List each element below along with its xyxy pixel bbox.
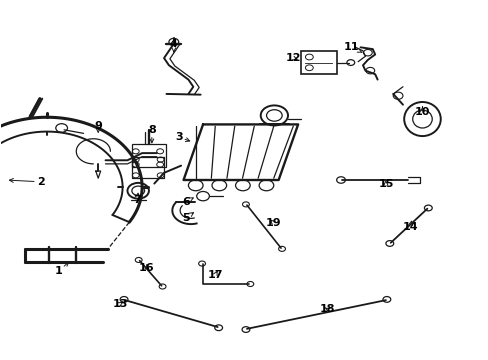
Text: 1: 1 <box>54 262 68 276</box>
Text: 8: 8 <box>148 125 155 143</box>
Text: 12: 12 <box>285 53 301 63</box>
Text: 5: 5 <box>182 213 193 222</box>
Bar <box>300 51 336 74</box>
Text: 4: 4 <box>169 39 177 52</box>
Text: 13: 13 <box>112 299 127 309</box>
Text: 2: 2 <box>9 177 44 187</box>
Text: 9: 9 <box>94 121 102 132</box>
Text: 3: 3 <box>175 132 189 142</box>
Bar <box>132 144 166 167</box>
Text: 11: 11 <box>344 42 361 53</box>
Text: 17: 17 <box>207 270 223 280</box>
Text: 6: 6 <box>182 197 193 207</box>
Text: 14: 14 <box>402 221 417 231</box>
Text: 19: 19 <box>265 218 281 228</box>
Text: 15: 15 <box>377 179 393 189</box>
Text: 18: 18 <box>319 304 334 314</box>
Text: 16: 16 <box>139 263 155 273</box>
Text: 7: 7 <box>133 193 141 205</box>
Text: 10: 10 <box>414 107 429 117</box>
